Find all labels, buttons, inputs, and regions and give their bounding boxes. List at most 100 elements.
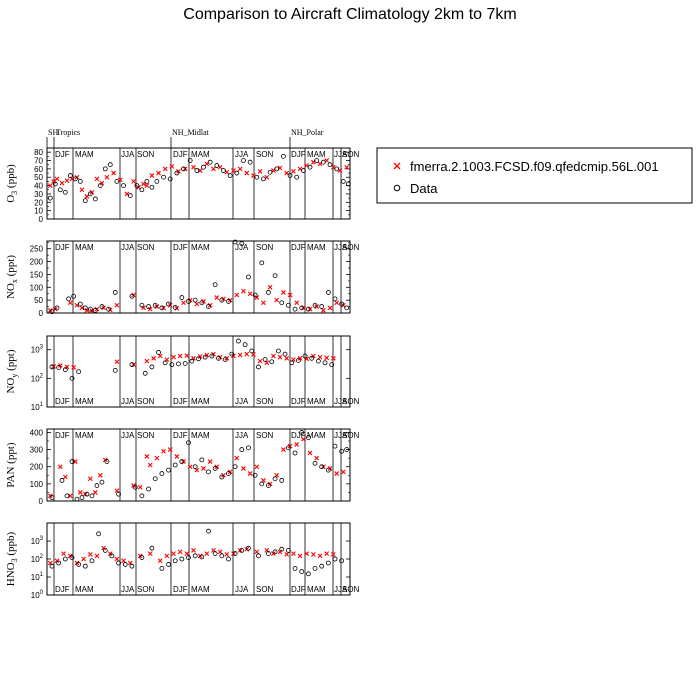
model-point — [47, 183, 53, 188]
model-point — [247, 471, 253, 476]
y-axis-label-sub: 3 — [10, 191, 19, 195]
model-point — [57, 363, 63, 368]
y-axis-label-unit: (ppb) — [5, 531, 17, 558]
model-point — [324, 355, 330, 361]
y-axis-label-unit: (ppt) — [5, 255, 17, 279]
season-label: SON — [256, 431, 274, 440]
region-label: NH_Midlat — [172, 128, 210, 137]
model-point — [284, 355, 290, 361]
model-point — [291, 168, 296, 174]
season-label: JJA — [235, 243, 249, 252]
y-tick-label: 0 — [39, 309, 44, 318]
data-point — [241, 158, 246, 163]
model-point — [114, 556, 120, 562]
data-point — [172, 462, 178, 468]
model-point — [294, 300, 300, 306]
data-point — [186, 555, 191, 560]
model-point — [97, 472, 103, 478]
data-point — [236, 338, 241, 344]
data-point — [249, 348, 255, 354]
model-point — [197, 168, 203, 173]
data-point — [320, 159, 326, 165]
y-tick-label: 10 — [34, 207, 43, 216]
season-label: DJF — [55, 243, 70, 252]
season-label: SON — [256, 150, 274, 159]
data-point — [256, 364, 261, 370]
data-point — [279, 478, 285, 483]
y-axis-label-main: NO — [5, 283, 17, 299]
y-axis-label: NOx (ppt) — [5, 255, 19, 299]
data-point — [189, 358, 195, 364]
data-point — [122, 562, 128, 567]
model-point — [320, 308, 326, 313]
model-point — [67, 300, 73, 306]
data-point — [344, 305, 350, 311]
model-point — [114, 302, 120, 308]
data-point — [67, 173, 73, 178]
data-point — [226, 299, 231, 304]
y-tick-label: 101 — [31, 402, 44, 412]
model-point — [174, 454, 180, 459]
y-tick-label: 0 — [39, 215, 44, 224]
model-point — [271, 353, 276, 359]
y-tick-label: 50 — [34, 173, 43, 182]
legend: fmerra.2.1003.FCSD.f09.qfedcmip.56L.001 D… — [376, 147, 693, 204]
panel-frame — [46, 428, 351, 502]
data-point — [149, 364, 155, 370]
model-point — [247, 291, 253, 297]
data-point — [261, 176, 266, 182]
data-point — [62, 367, 68, 373]
data-point — [159, 566, 165, 571]
data-point — [209, 353, 215, 359]
data-point — [292, 566, 298, 571]
data-point — [206, 469, 211, 475]
data-point — [99, 304, 105, 309]
model-point — [310, 552, 316, 557]
data-point — [52, 181, 58, 187]
data-point — [149, 545, 155, 551]
model-point — [107, 551, 113, 556]
y-axis-label-sub: 3 — [10, 558, 19, 562]
data-point — [259, 481, 265, 487]
season-label: DJF — [173, 150, 188, 159]
model-point — [137, 553, 143, 559]
model-point — [271, 551, 276, 556]
season-label: JJA — [334, 243, 348, 252]
data-point — [252, 292, 258, 298]
y-tick-label: 102 — [31, 554, 44, 564]
data-point — [146, 304, 151, 309]
data-point — [134, 183, 140, 188]
model-point — [99, 180, 105, 186]
y-tick-label: 100 — [30, 480, 44, 489]
model-point — [261, 300, 266, 306]
data-point — [47, 195, 53, 201]
data-point — [167, 176, 173, 182]
y-tick-exponent: 2 — [40, 373, 44, 379]
model-point — [340, 469, 346, 475]
season-label: JJA — [235, 431, 249, 440]
model-point — [67, 493, 73, 499]
data-point — [109, 553, 115, 559]
model-point — [314, 455, 320, 461]
data-point — [56, 560, 62, 566]
season-label: MAM — [191, 243, 210, 252]
season-label: MAM — [191, 150, 210, 159]
data-point — [79, 495, 85, 500]
model-point — [237, 166, 243, 172]
data-point — [159, 471, 165, 476]
data-point — [169, 362, 175, 368]
data-point — [281, 153, 286, 159]
model-point — [156, 170, 161, 176]
data-point — [74, 496, 80, 502]
model-point — [54, 176, 60, 182]
data-point — [325, 290, 331, 295]
data-point — [299, 305, 305, 311]
y-tick-label: 100 — [30, 283, 44, 292]
season-label: SON — [342, 243, 360, 252]
data-point — [59, 478, 65, 483]
season-label: DJF — [173, 431, 188, 440]
data-point — [206, 304, 211, 309]
data-point — [339, 448, 345, 454]
model-point — [141, 305, 146, 311]
model-point — [294, 442, 300, 447]
